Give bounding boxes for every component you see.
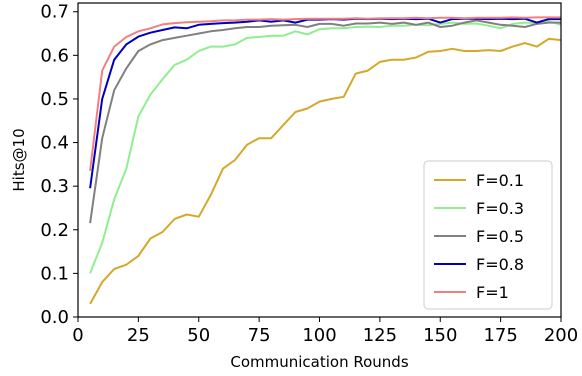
- series-layer: [89, 16, 562, 305]
- y-tick-label: 0.7: [40, 2, 69, 23]
- series-line-1: [89, 20, 562, 274]
- x-tick-label: 100: [302, 325, 336, 346]
- x-tick-label: 50: [187, 325, 210, 346]
- y-tick-label: 0.6: [40, 45, 69, 66]
- legend-label-4: F=1: [476, 283, 509, 302]
- x-tick-label: 0: [72, 325, 83, 346]
- series-line-2: [89, 19, 561, 224]
- y-tick-label: 0.3: [40, 176, 69, 197]
- legend-label-0: F=0.1: [476, 171, 524, 190]
- legend-label-2: F=0.5: [476, 227, 524, 246]
- y-tick-label: 0.0: [40, 307, 69, 328]
- x-tick-label: 150: [423, 325, 457, 346]
- x-tick-label: 25: [127, 325, 150, 346]
- x-tick-label: 175: [483, 325, 517, 346]
- x-axis-label: Communication Rounds: [230, 353, 408, 371]
- series-line-4: [89, 16, 561, 172]
- x-tick-label: 125: [363, 325, 397, 346]
- x-tick-label: 75: [248, 325, 271, 346]
- x-axis: 0 25 50 75 100 125 150 175 200: [72, 317, 578, 346]
- legend-label-3: F=0.8: [476, 255, 524, 274]
- legend-label-1: F=0.3: [476, 199, 524, 218]
- series-line-0: [89, 37, 562, 305]
- y-axis-label: Hits@10: [10, 128, 28, 191]
- y-tick-label: 0.2: [40, 220, 69, 241]
- legend: F=0.1 F=0.3 F=0.5 F=0.8 F=1: [423, 160, 553, 310]
- y-tick-label: 0.5: [40, 89, 69, 110]
- y-tick-label: 0.1: [40, 263, 69, 284]
- y-tick-label: 0.4: [40, 133, 69, 154]
- x-tick-label: 200: [544, 325, 578, 346]
- legend-box: [423, 160, 553, 310]
- y-axis: 0.0 0.1 0.2 0.3 0.4 0.5 0.6 0.7: [40, 2, 78, 328]
